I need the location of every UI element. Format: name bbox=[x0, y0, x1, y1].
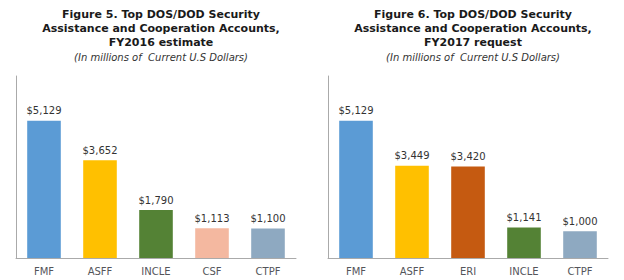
svg-text:Figure 5. Top DOS/DOD Security: Figure 5. Top DOS/DOD Security bbox=[62, 8, 260, 21]
svg-text:ASFF: ASFF bbox=[400, 266, 425, 277]
svg-text:FMF: FMF bbox=[346, 266, 366, 277]
svg-text:CTPF: CTPF bbox=[568, 266, 593, 277]
svg-text:(In millions of Current U.S D: (In millions of Current U.S Dollars) bbox=[386, 52, 560, 63]
svg-text:ERI: ERI bbox=[460, 266, 476, 277]
svg-text:$5,129: $5,129 bbox=[27, 105, 62, 116]
svg-text:$1,141: $1,141 bbox=[507, 212, 542, 223]
svg-text:CSF: CSF bbox=[202, 266, 221, 277]
svg-text:$3,449: $3,449 bbox=[395, 150, 430, 161]
svg-text:$3,420: $3,420 bbox=[451, 151, 486, 162]
svg-text:FY2016 estimate: FY2016 estimate bbox=[109, 36, 214, 49]
svg-text:INCLE: INCLE bbox=[509, 266, 538, 277]
svg-text:CTPF: CTPF bbox=[256, 266, 281, 277]
svg-text:$3,652: $3,652 bbox=[83, 145, 118, 156]
svg-text:Figure 6. Top DOS/DOD Security: Figure 6. Top DOS/DOD Security bbox=[374, 8, 572, 21]
svg-text:Assistance and Cooperation Acc: Assistance and Cooperation Accounts, bbox=[42, 22, 280, 35]
svg-text:FY2017 request: FY2017 request bbox=[424, 36, 522, 49]
svg-text:INCLE: INCLE bbox=[141, 266, 170, 277]
svg-text:$1,113: $1,113 bbox=[195, 213, 230, 224]
svg-text:Assistance and Cooperation Acc: Assistance and Cooperation Accounts, bbox=[354, 22, 592, 35]
svg-text:FMF: FMF bbox=[34, 266, 54, 277]
svg-text:(In millions of Current U.S D: (In millions of Current U.S Dollars) bbox=[74, 52, 248, 63]
svg-text:$1,790: $1,790 bbox=[139, 195, 174, 206]
svg-text:$1,000: $1,000 bbox=[563, 216, 598, 227]
svg-text:$1,100: $1,100 bbox=[251, 213, 286, 224]
svg-text:$5,129: $5,129 bbox=[339, 105, 374, 116]
svg-text:ASFF: ASFF bbox=[88, 266, 113, 277]
